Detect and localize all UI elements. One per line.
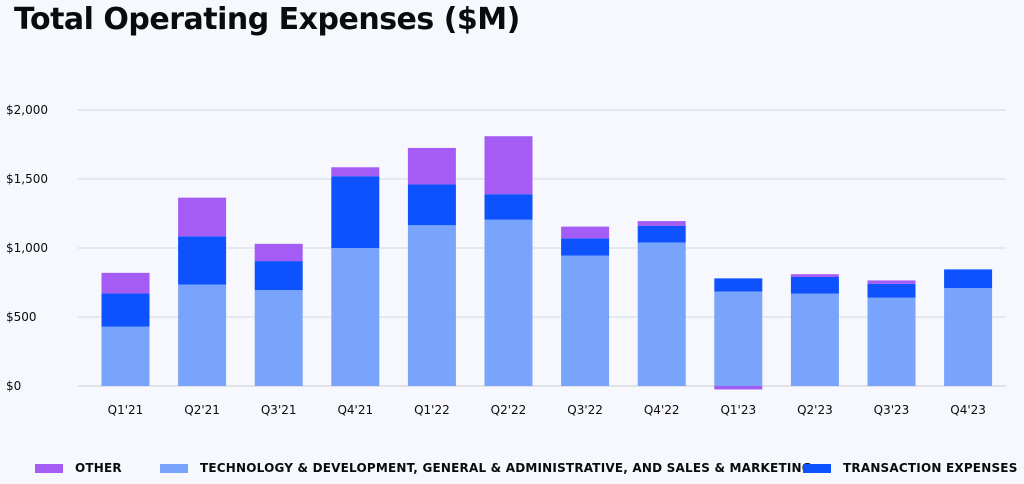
gridlines: [78, 109, 1006, 387]
bar-segment-tech: [331, 248, 380, 386]
legend-label-tech: TECHNOLOGY & DEVELOPMENT, GENERAL & ADMI…: [200, 461, 812, 475]
chart-title: Total Operating Expenses ($M): [14, 2, 520, 37]
bar-segment-other: [867, 280, 916, 284]
x-tick-label: Q2'22: [491, 403, 527, 417]
bar-segment-other: [561, 226, 610, 239]
bars: [101, 136, 993, 390]
y-tick-label: $1,000: [6, 241, 48, 255]
legend-label-other: OTHER: [75, 461, 122, 475]
x-tick-label: Q4'21: [337, 403, 373, 417]
bar-segment-tech: [790, 293, 839, 386]
legend-label-transaction: TRANSACTION EXPENSES: [843, 461, 1018, 475]
bar-segment-transaction: [867, 283, 916, 298]
x-tick-label: Q1'22: [414, 403, 450, 417]
x-tick-label: Q2'23: [797, 403, 833, 417]
bar-segment-tech: [867, 297, 916, 386]
bar-segment-transaction: [407, 184, 456, 226]
bar-segment-tech: [101, 326, 150, 386]
y-tick-label: $2,000: [6, 103, 48, 117]
bar-segment-transaction: [331, 176, 380, 248]
legend-item-transaction: TRANSACTION EXPENSES: [803, 458, 1018, 478]
legend-swatch-tech: [160, 463, 188, 473]
legend-swatch-transaction: [803, 463, 831, 473]
bar-segment-transaction: [101, 293, 150, 327]
bar-segment-transaction: [714, 278, 763, 292]
bar-segment-other: [407, 147, 456, 185]
bar-segment-transaction: [637, 225, 686, 243]
bar-segment-transaction: [561, 238, 610, 256]
bar-segment-transaction: [484, 194, 533, 220]
bar-segment-tech: [714, 291, 763, 386]
bar-segment-other: [178, 197, 227, 237]
legend: OTHER TECHNOLOGY & DEVELOPMENT, GENERAL …: [0, 458, 1024, 478]
bar-segment-transaction: [944, 269, 993, 289]
stacked-bar-chart: $0 $500 $1,000 $1,500 $2,000 Q1'21 Q2'21 Q3'21…: [6, 103, 1006, 417]
y-tick-label: $0: [6, 379, 21, 393]
bar-segment-transaction: [790, 276, 839, 294]
y-tick-label: $500: [6, 310, 37, 324]
bar-segment-tech: [178, 284, 227, 386]
bar-segment-tech: [484, 219, 533, 386]
x-tick-label: Q3'22: [567, 403, 603, 417]
bar-segment-other: [714, 386, 763, 390]
x-tick-label: Q3'21: [261, 403, 297, 417]
bar-segment-other: [101, 272, 150, 294]
x-tick-label: Q4'22: [644, 403, 680, 417]
y-tick-label: $1,500: [6, 172, 48, 186]
bar-segment-other: [484, 136, 533, 195]
bar-segment-other: [331, 167, 380, 177]
x-tick-label: Q4'23: [950, 403, 986, 417]
bar-segment-other: [637, 221, 686, 226]
bar-segment-tech: [561, 255, 610, 386]
y-axis-tick-labels: $0 $500 $1,000 $1,500 $2,000: [6, 103, 48, 393]
legend-swatch-other: [35, 463, 63, 473]
x-tick-label: Q1'21: [108, 403, 144, 417]
x-tick-label: Q2'21: [184, 403, 220, 417]
bar-segment-tech: [254, 290, 303, 386]
bar-segment-transaction: [178, 236, 227, 285]
legend-item-other: OTHER: [35, 458, 122, 478]
bar-segment-other: [790, 274, 839, 277]
bar-segment-tech: [944, 288, 993, 386]
bar-segment-transaction: [254, 261, 303, 291]
bar-segment-other: [254, 243, 303, 262]
bar-segment-tech: [637, 242, 686, 386]
x-tick-label: Q1'23: [720, 403, 756, 417]
legend-item-tech: TECHNOLOGY & DEVELOPMENT, GENERAL & ADMI…: [160, 458, 812, 478]
x-tick-label: Q3'23: [874, 403, 910, 417]
bar-segment-tech: [407, 225, 456, 386]
x-axis-tick-labels: Q1'21 Q2'21 Q3'21 Q4'21 Q1'22 Q2'22 Q3'22 Q4'22…: [108, 403, 986, 417]
